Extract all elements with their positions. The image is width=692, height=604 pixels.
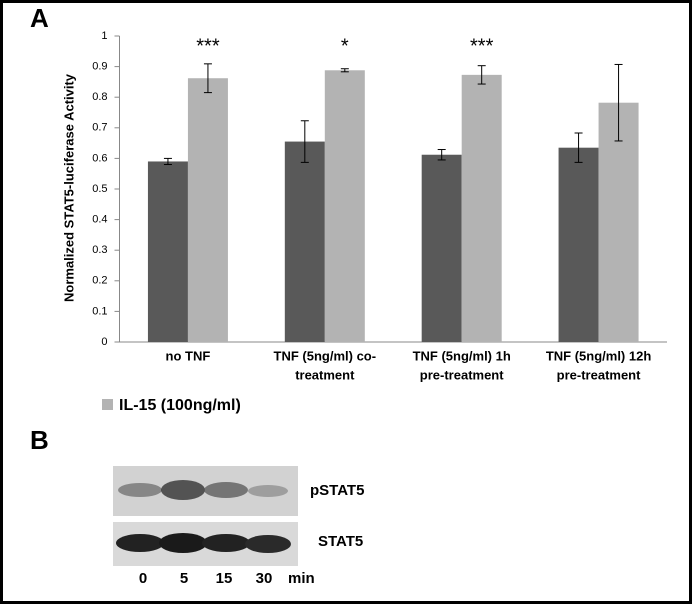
significance: *** [470, 35, 494, 57]
y-tick-label: 0 [101, 336, 107, 348]
bar [187, 78, 228, 342]
y-tick-label: 0.1 [92, 305, 107, 317]
band [245, 535, 291, 553]
bar [324, 70, 365, 342]
bar [147, 161, 188, 342]
panel-label: A [30, 3, 49, 33]
x-tick-label: no TNF [166, 348, 211, 363]
time-label: 0 [139, 570, 147, 587]
y-tick-label: 0.9 [92, 61, 107, 73]
significance: *** [196, 35, 220, 57]
bar [421, 154, 462, 342]
blot-label: STAT5 [318, 533, 363, 550]
bar [284, 141, 325, 342]
band [116, 534, 164, 552]
blot [113, 466, 298, 566]
x-tick-label: TNF (5ng/ml) 12h [546, 348, 652, 363]
y-tick-label: 0.3 [92, 244, 107, 256]
x-tick-label: TNF (5ng/ml) co- [274, 348, 377, 363]
y-tick-label: 1 [101, 30, 107, 42]
significance: * [341, 35, 349, 57]
band [118, 483, 162, 497]
y-tick-label: 0.4 [92, 214, 107, 226]
y-tick-label: 0.5 [92, 183, 107, 195]
band [202, 534, 250, 552]
time-label: 30 [256, 570, 273, 587]
x-tick-label: treatment [295, 367, 355, 382]
y-axis-label: Normalized STAT5-luciferase Activity [61, 73, 76, 302]
time-label: 5 [180, 570, 188, 587]
panel-label: B [30, 425, 49, 455]
y-tick-label: 0.8 [92, 91, 107, 103]
y-tick-label: 0.2 [92, 275, 107, 287]
bar [461, 74, 502, 342]
band [248, 485, 288, 497]
time-label: 15 [216, 570, 233, 587]
band [161, 480, 205, 500]
x-tick-label: pre-treatment [557, 367, 641, 382]
y-tick-label: 0.7 [92, 122, 107, 134]
time-unit: min [288, 570, 315, 587]
bar [558, 147, 599, 342]
bar [598, 102, 639, 342]
x-tick-label: TNF (5ng/ml) 1h [413, 348, 511, 363]
band [204, 482, 248, 498]
legend-swatch [102, 399, 113, 410]
band [159, 533, 207, 553]
legend-label: IL-15 (100ng/ml) [119, 397, 241, 414]
y-tick-label: 0.6 [92, 152, 107, 164]
x-tick-label: pre-treatment [420, 367, 504, 382]
blot-label: pSTAT5 [310, 482, 364, 499]
